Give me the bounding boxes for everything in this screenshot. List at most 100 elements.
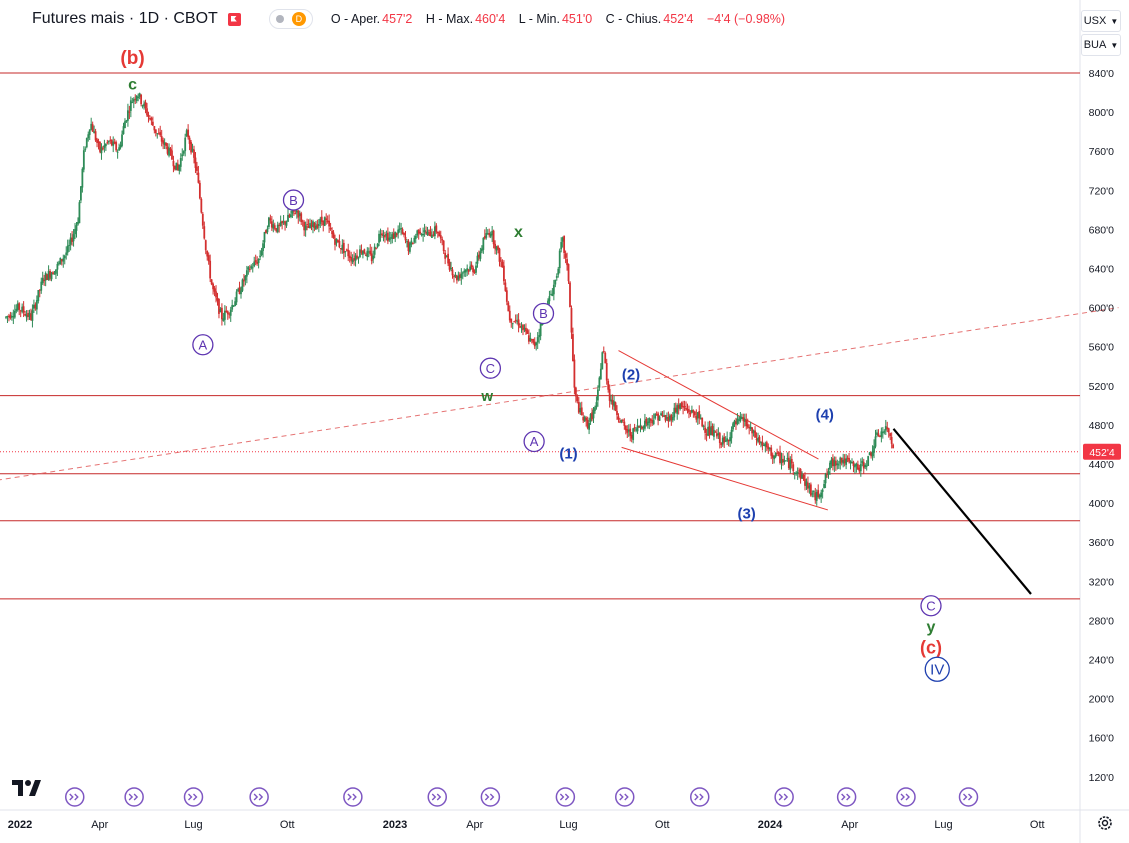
candle-body — [171, 150, 173, 160]
candle-body — [557, 268, 560, 275]
candle-body — [322, 220, 325, 225]
candle-body — [466, 268, 469, 271]
candle-body — [586, 419, 589, 429]
time-axis-label: Lug — [184, 819, 202, 831]
candle-body — [265, 230, 267, 234]
candle-body — [661, 415, 664, 417]
candle-body — [270, 221, 273, 228]
candle-body — [116, 151, 119, 153]
event-marker-icon[interactable] — [124, 787, 144, 807]
candle-body — [592, 409, 595, 419]
candle-body — [677, 405, 680, 409]
candle-body — [81, 168, 84, 188]
event-marker-icon[interactable] — [480, 787, 501, 807]
candle-body — [517, 319, 520, 326]
candle-body — [329, 228, 332, 230]
price-tick-label: 680'0 — [1089, 224, 1115, 236]
candle-body — [671, 416, 674, 421]
candle-body — [313, 222, 316, 228]
flag-icon[interactable] — [227, 12, 241, 26]
candle-body — [611, 400, 614, 405]
candle-body — [798, 470, 801, 472]
event-marker-icon[interactable] — [249, 787, 269, 807]
gear-icon[interactable] — [1096, 814, 1114, 832]
candle-body — [66, 245, 69, 253]
candle-body — [215, 291, 217, 298]
indicator-pill[interactable]: D — [268, 9, 313, 29]
candle-body — [235, 291, 238, 303]
candle-body — [526, 330, 529, 334]
candle-body — [829, 462, 831, 470]
candle-body — [375, 248, 378, 250]
candle-body — [35, 300, 38, 310]
candle-body — [93, 131, 96, 134]
candle-body — [157, 133, 160, 135]
candle-body — [533, 341, 536, 347]
event-marker-icon[interactable] — [343, 787, 363, 807]
event-marker-icon[interactable] — [958, 787, 979, 807]
price-tick-label: 320'0 — [1089, 576, 1115, 588]
candle-body — [483, 236, 486, 239]
event-marker-icon[interactable] — [836, 787, 857, 807]
event-marker-icon[interactable] — [615, 787, 635, 807]
candle-body — [660, 413, 662, 416]
event-marker-icon[interactable] — [555, 787, 576, 807]
price-tick-label: 600'0 — [1089, 303, 1115, 315]
wave-label: c — [128, 77, 137, 94]
candle-body — [441, 239, 444, 241]
candle-body — [610, 399, 613, 402]
event-marker-icon[interactable] — [427, 787, 447, 807]
candle-body — [849, 461, 852, 464]
candle-body — [84, 148, 87, 150]
candle-body — [25, 314, 28, 318]
candle-body — [560, 242, 563, 250]
candle-body — [303, 222, 306, 231]
candle-body — [645, 418, 648, 424]
candle-body — [623, 421, 626, 426]
event-marker-icon[interactable] — [896, 787, 916, 807]
event-marker-icon[interactable] — [690, 787, 710, 807]
candle-body — [356, 255, 358, 258]
candle-body — [724, 440, 727, 442]
candle-body — [62, 258, 65, 262]
candle-body — [244, 275, 247, 281]
unit-selector[interactable]: BUA ▼ — [1081, 34, 1121, 56]
candle-body — [620, 419, 623, 423]
candle-body — [889, 433, 892, 437]
event-marker-icon[interactable] — [65, 787, 85, 807]
wave-label: B — [289, 193, 298, 208]
candle-body — [497, 246, 499, 250]
candle-body — [257, 258, 260, 264]
candle-body — [435, 225, 438, 232]
candle-body — [337, 240, 339, 243]
candle-body — [22, 306, 25, 313]
candle-body — [832, 458, 834, 467]
candle-body — [193, 149, 195, 158]
candle-body — [567, 264, 570, 282]
currency-selector[interactable]: USX ▼ — [1081, 10, 1121, 32]
candle-body — [785, 460, 787, 462]
candle-body — [243, 279, 245, 282]
candle-body — [464, 270, 467, 273]
candle-body — [752, 430, 755, 433]
candle-body — [699, 417, 702, 419]
event-marker-icon[interactable] — [774, 787, 794, 807]
candle-body — [630, 434, 633, 439]
candle-body — [417, 229, 420, 234]
candle-body — [554, 279, 557, 285]
candle-body — [174, 165, 176, 170]
candle-body — [705, 434, 708, 436]
candle-body — [127, 110, 129, 121]
candle-body — [225, 310, 228, 313]
candle-body — [492, 230, 495, 245]
candle-body — [272, 224, 275, 229]
candle-body — [328, 220, 331, 227]
event-marker-icon[interactable] — [183, 787, 204, 807]
candle-body — [400, 227, 402, 229]
candle-body — [602, 351, 605, 353]
candle-body — [633, 427, 636, 429]
candle-body — [566, 259, 568, 266]
candle-body — [569, 282, 571, 308]
symbol-title[interactable]: Futures mais · 1D · CBOT — [32, 10, 218, 27]
